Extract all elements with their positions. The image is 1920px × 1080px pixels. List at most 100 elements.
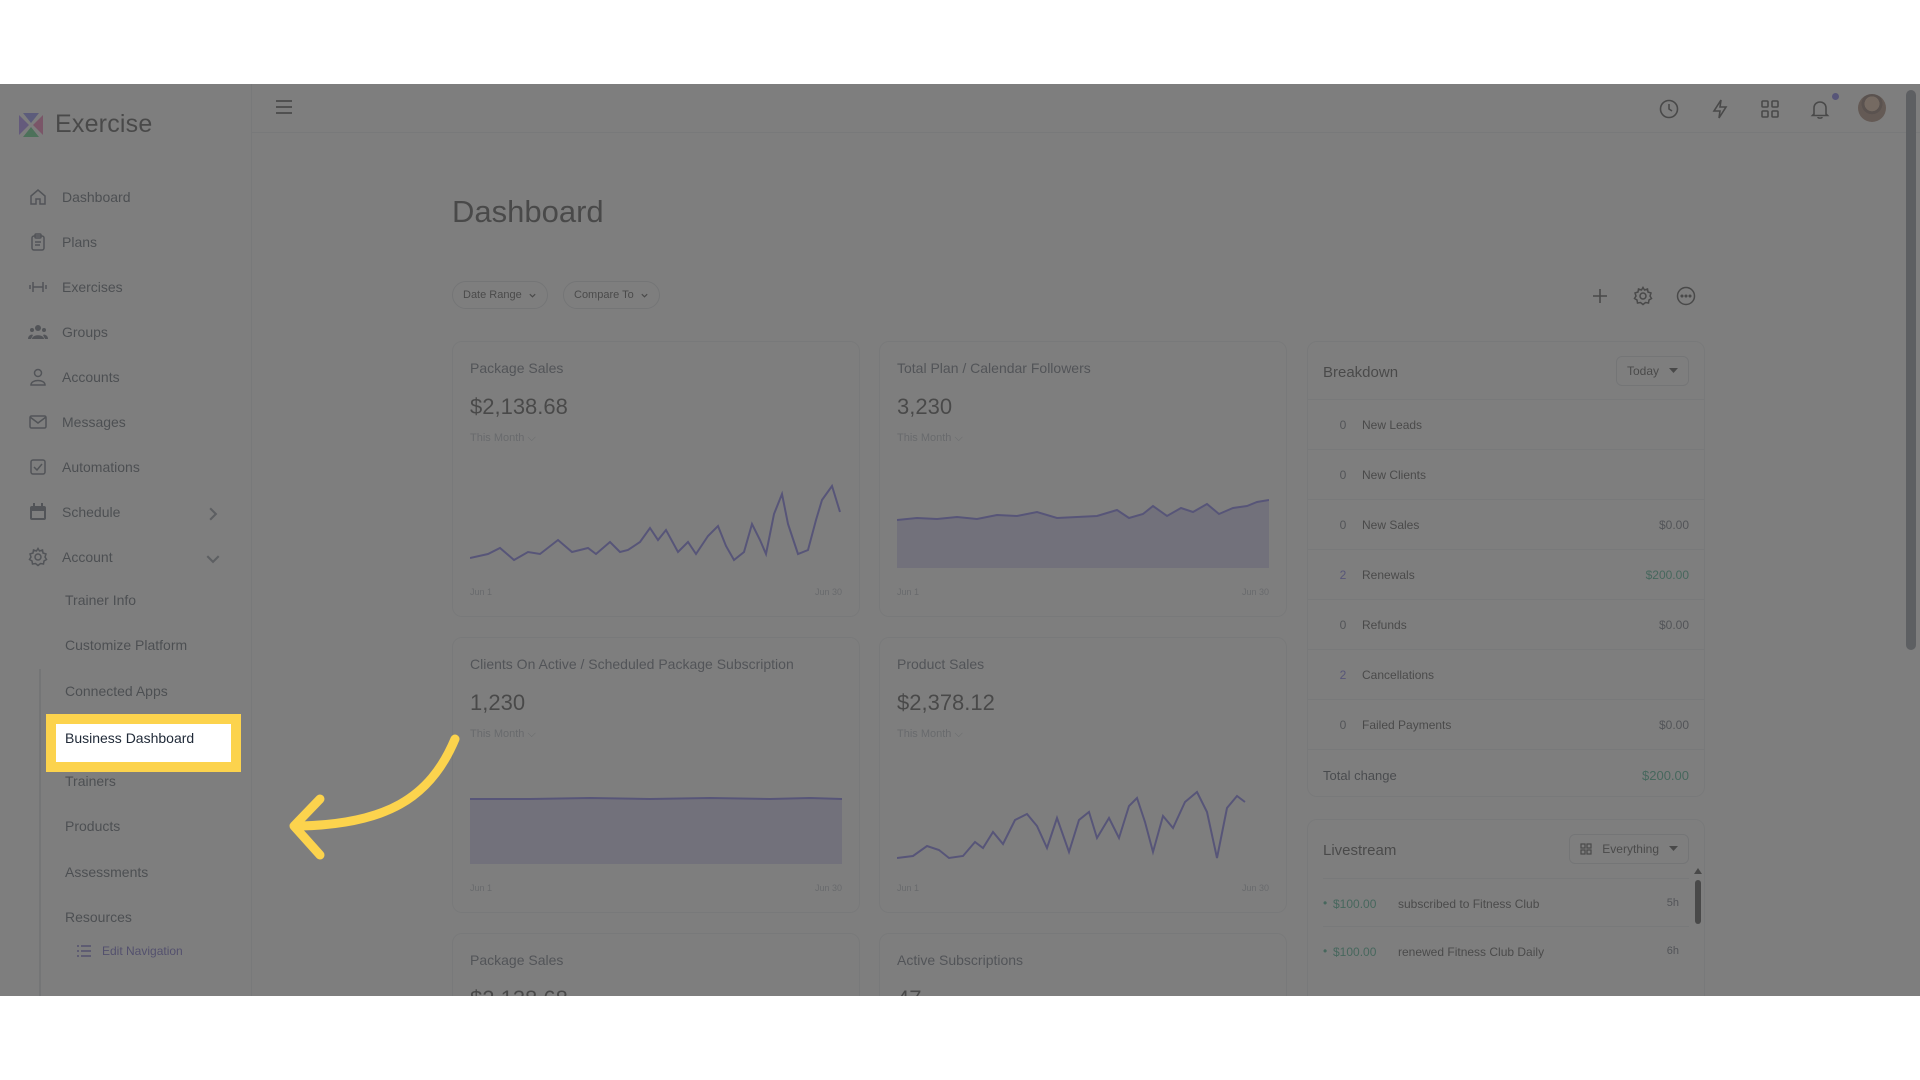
livestream-scroll-thumb[interactable] <box>1695 880 1701 924</box>
card-value: 3,230 <box>897 394 953 419</box>
card-period-select[interactable]: This Month ⌵ <box>897 728 963 740</box>
breakdown-period-select[interactable]: Today <box>1615 356 1689 386</box>
card-value: $2,138.68 <box>470 986 568 996</box>
apps-grid-icon[interactable] <box>1759 98 1781 120</box>
date-range-filter[interactable]: Date Range <box>452 281 548 309</box>
bell-icon[interactable] <box>1809 98 1831 120</box>
sidebar-item-label: Accounts <box>62 369 120 385</box>
row-count: 2 <box>1339 568 1347 582</box>
card-value: $2,138.68 <box>470 394 568 419</box>
sidebar: Exercise Dashboard Plans Exercises Group… <box>0 84 252 996</box>
calendar-icon <box>30 503 46 520</box>
card-title: Package Sales <box>470 952 564 968</box>
clock-icon[interactable] <box>1658 98 1680 120</box>
sidebar-item-account[interactable]: Account <box>28 542 223 572</box>
sidebar-item-label: Automations <box>62 459 140 475</box>
livestream-event[interactable]: • $100.00 subscribed to Fitness Club 5h <box>1323 878 1689 927</box>
top-bar <box>252 84 1920 133</box>
event-amount: $100.00 <box>1333 897 1377 911</box>
sidebar-subitem-connected-apps[interactable]: Connected Apps <box>65 683 168 699</box>
lightning-icon[interactable] <box>1709 98 1731 120</box>
compare-to-filter[interactable]: Compare To <box>563 281 660 309</box>
edit-navigation-link[interactable]: Edit Navigation <box>76 944 183 958</box>
metric-card-active-subscriptions[interactable]: Active Subscriptions 47 <box>879 933 1287 996</box>
page-title: Dashboard <box>452 194 604 229</box>
card-period-select[interactable]: This Month ⌵ <box>470 432 536 444</box>
row-amount: $0.00 <box>1658 518 1689 532</box>
breakdown-panel: Breakdown Today 0 New Leads 0 New Client… <box>1307 341 1705 797</box>
sidebar-item-plans[interactable]: Plans <box>28 227 223 257</box>
total-amount: $200.00 <box>1642 768 1689 783</box>
total-label: Total change <box>1323 768 1397 783</box>
breakdown-row-cancellations[interactable]: 2 Cancellations <box>1308 649 1704 700</box>
sidebar-subitem-resources[interactable]: Resources <box>65 909 132 925</box>
livestream-event[interactable]: • $100.00 renewed Fitness Club Daily 6h <box>1323 926 1689 975</box>
axis-start-label: Jun 1 <box>470 587 493 597</box>
card-period-select[interactable]: This Month ⌵ <box>897 432 963 444</box>
metric-card-followers[interactable]: Total Plan / Calendar Followers 3,230 Th… <box>879 341 1287 617</box>
event-time: 5h <box>1666 897 1679 909</box>
sparkline-chart <box>470 483 841 562</box>
page-scrollbar[interactable] <box>1906 90 1916 650</box>
brand-name: Exercise <box>55 110 153 138</box>
sidebar-item-automations[interactable]: Automations <box>28 452 223 482</box>
chevron-right-icon[interactable] <box>203 504 223 524</box>
brand[interactable]: Exercise <box>17 110 152 139</box>
sidebar-item-messages[interactable]: Messages <box>28 407 223 437</box>
card-title: Total Plan / Calendar Followers <box>897 360 1091 376</box>
livestream-filter-select[interactable]: Everything <box>1569 834 1689 864</box>
breakdown-row-failed-payments[interactable]: 0 Failed Payments $0.00 <box>1308 699 1704 750</box>
row-count: 0 <box>1339 468 1347 482</box>
sidebar-subitem-business-dashboard[interactable]: Business Dashboard <box>65 730 195 746</box>
row-count: 0 <box>1339 418 1347 432</box>
tutorial-arrow-icon <box>289 734 460 860</box>
sidebar-subitem-assessments[interactable]: Assessments <box>65 864 149 880</box>
compare-to-label: Compare To <box>574 289 634 301</box>
breakdown-row-new-leads[interactable]: 0 New Leads <box>1308 399 1704 450</box>
sidebar-item-groups[interactable]: Groups <box>28 317 223 347</box>
card-period-label: This Month <box>470 432 525 444</box>
settings-icon[interactable] <box>1632 285 1654 307</box>
breakdown-row-renewals[interactable]: 2 Renewals $200.00 <box>1308 549 1704 600</box>
caret-down-icon <box>1669 846 1678 851</box>
sidebar-item-label: Messages <box>62 414 126 430</box>
metric-card-package-sales[interactable]: Package Sales $2,138.68 This Month ⌵ Jun… <box>452 341 860 617</box>
chevron-down-icon[interactable] <box>203 549 223 569</box>
event-time: 6h <box>1666 945 1679 957</box>
sidebar-item-dashboard[interactable]: Dashboard <box>28 182 223 212</box>
sidebar-item-accounts[interactable]: Accounts <box>28 362 223 392</box>
metric-card-package-sales-2[interactable]: Package Sales $2,138.68 <box>452 933 860 996</box>
sidebar-subitem-products[interactable]: Products <box>65 818 121 834</box>
sidebar-item-schedule[interactable]: Schedule <box>28 497 223 527</box>
more-options-icon[interactable] <box>1675 285 1697 307</box>
sidebar-item-label: Schedule <box>62 504 121 520</box>
card-title: Clients On Active / Scheduled Package Su… <box>470 656 794 672</box>
event-dot: • <box>1323 896 1328 910</box>
card-period-select[interactable]: This Month ⌵ <box>470 728 536 740</box>
sparkline-chart <box>897 790 1246 860</box>
sparkline-line <box>470 796 842 801</box>
card-period-label: This Month <box>470 728 525 740</box>
breakdown-row-new-clients[interactable]: 0 New Clients <box>1308 449 1704 500</box>
livestream-scrollbar[interactable] <box>1694 868 1702 996</box>
add-widget-icon[interactable] <box>1589 285 1611 307</box>
sidebar-item-label: Groups <box>62 324 108 340</box>
breakdown-row-refunds[interactable]: 0 Refunds $0.00 <box>1308 599 1704 650</box>
axis-start-label: Jun 1 <box>897 587 920 597</box>
chevron-down-icon <box>529 293 536 298</box>
user-avatar[interactable] <box>1858 94 1886 122</box>
axis-start-label: Jun 1 <box>897 883 920 893</box>
gear-icon <box>28 547 48 567</box>
sidebar-subitem-customize-platform[interactable]: Customize Platform <box>65 637 188 653</box>
metric-card-product-sales[interactable]: Product Sales $2,378.12 This Month ⌵ Jun… <box>879 637 1287 913</box>
menu-icon[interactable] <box>274 98 294 116</box>
caret-down-icon <box>1669 368 1678 373</box>
card-value: 47 <box>897 986 921 996</box>
sidebar-subitem-trainer-info[interactable]: Trainer Info <box>65 592 137 608</box>
row-count: 0 <box>1339 618 1347 632</box>
sparkline-chart <box>897 499 1269 568</box>
metric-card-clients-subscription[interactable]: Clients On Active / Scheduled Package Su… <box>452 637 860 913</box>
sidebar-item-exercises[interactable]: Exercises <box>28 272 223 302</box>
breakdown-row-new-sales[interactable]: 0 New Sales $0.00 <box>1308 499 1704 550</box>
scroll-up-icon[interactable] <box>1694 868 1702 874</box>
